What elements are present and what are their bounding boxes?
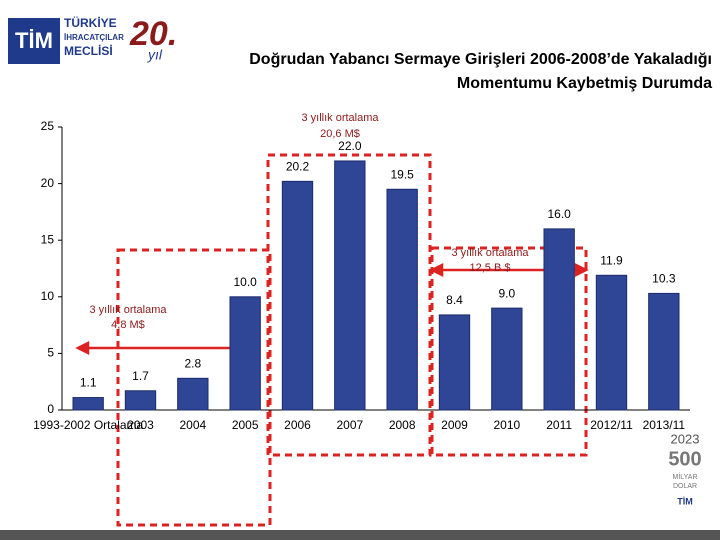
value-label: 1.7 (132, 369, 149, 383)
bar (595, 274, 628, 411)
bar (229, 296, 261, 411)
value-label: 19.5 (390, 167, 414, 181)
value-label: 16.0 (547, 207, 571, 221)
y-tick-label: 10 (41, 289, 55, 303)
badge: 2023 500 MİLYAR DOLAR TİM (668, 431, 701, 506)
x-tick-label: 2012/11 (590, 418, 633, 432)
badge-amount: 500 (668, 448, 701, 470)
logo-line: MECLİSİ (64, 43, 113, 58)
chart-title: Doğrudan Yabancı Sermaye Girişleri 2006-… (249, 51, 712, 68)
bar (386, 188, 418, 411)
logo-anniversary-suffix: yıl (147, 47, 163, 63)
x-tick-label: 2007 (336, 418, 363, 432)
logo: TİM TÜRKİYE İHRACATÇILAR MECLİSİ 20. yıl (8, 15, 177, 64)
bar (491, 307, 523, 411)
highlight-box (116, 248, 272, 527)
chart-title: Momentumu Kaybetmiş Durumda (457, 75, 712, 92)
highlight-box (266, 153, 432, 457)
bar (543, 228, 575, 411)
value-label: 10.0 (233, 275, 257, 289)
value-label: 22.0 (338, 139, 362, 153)
arrow-head (574, 262, 589, 278)
y-tick-label: 15 (41, 232, 55, 246)
arrow-head (75, 340, 90, 356)
x-tick-label: 2010 (493, 418, 520, 432)
highlight-box (430, 246, 588, 457)
arrow-head (429, 262, 444, 278)
logo-line: TÜRKİYE (64, 15, 117, 30)
x-tick-label: 1993-2002 Ortalama (33, 418, 143, 432)
highlight-boxes (116, 153, 588, 527)
x-tick-label: 2013/11 (643, 418, 686, 432)
annotation: 3 yıllık ortalama (451, 247, 529, 259)
y-tick-label: 20 (41, 176, 55, 190)
value-label: 20.2 (286, 160, 310, 174)
value-label: 1.1 (80, 376, 97, 390)
y-tick-label: 0 (47, 402, 54, 416)
bar (648, 292, 680, 411)
x-tick-label: 2003 (127, 418, 154, 432)
value-label: 8.4 (446, 293, 463, 307)
bar (334, 160, 366, 411)
value-label: 9.0 (498, 286, 515, 300)
badge-brand: TİM (677, 496, 693, 506)
x-tick-label: 2009 (441, 418, 468, 432)
x-tick-label: 2008 (389, 418, 416, 432)
annotation: 20,6 M$ (320, 128, 360, 140)
value-label: 2.8 (184, 356, 201, 370)
logo-line: İHRACATÇILAR (64, 33, 124, 42)
annotation: 3 yıllık ortalama (301, 112, 379, 124)
x-tick-label: 2005 (232, 418, 259, 432)
logo-brand: TİM (15, 28, 53, 53)
footer-bar (0, 530, 720, 540)
y-tick-label: 5 (47, 346, 54, 360)
x-tick-label: 2011 (546, 418, 572, 432)
annotation: 3 yıllık ortalama (89, 304, 167, 316)
x-tick-label: 2004 (179, 418, 206, 432)
bar (281, 180, 314, 411)
value-label: 11.9 (600, 253, 623, 267)
badge-unit: MİLYAR (672, 472, 697, 481)
bar (124, 390, 157, 411)
bar (177, 377, 209, 411)
bar (72, 397, 104, 411)
logo-anniversary: 20. (129, 15, 177, 53)
logo-box (8, 18, 60, 64)
annotation: 4,8 M$ (111, 319, 145, 331)
badge-unit: DOLAR (673, 483, 697, 490)
bar (438, 314, 471, 411)
y-tick-label: 25 (41, 119, 55, 133)
value-label: 10.3 (652, 272, 676, 286)
badge-year: 2023 (671, 431, 700, 446)
annotation: 12,5 B $ (470, 262, 511, 274)
x-tick-label: 2006 (284, 418, 311, 432)
